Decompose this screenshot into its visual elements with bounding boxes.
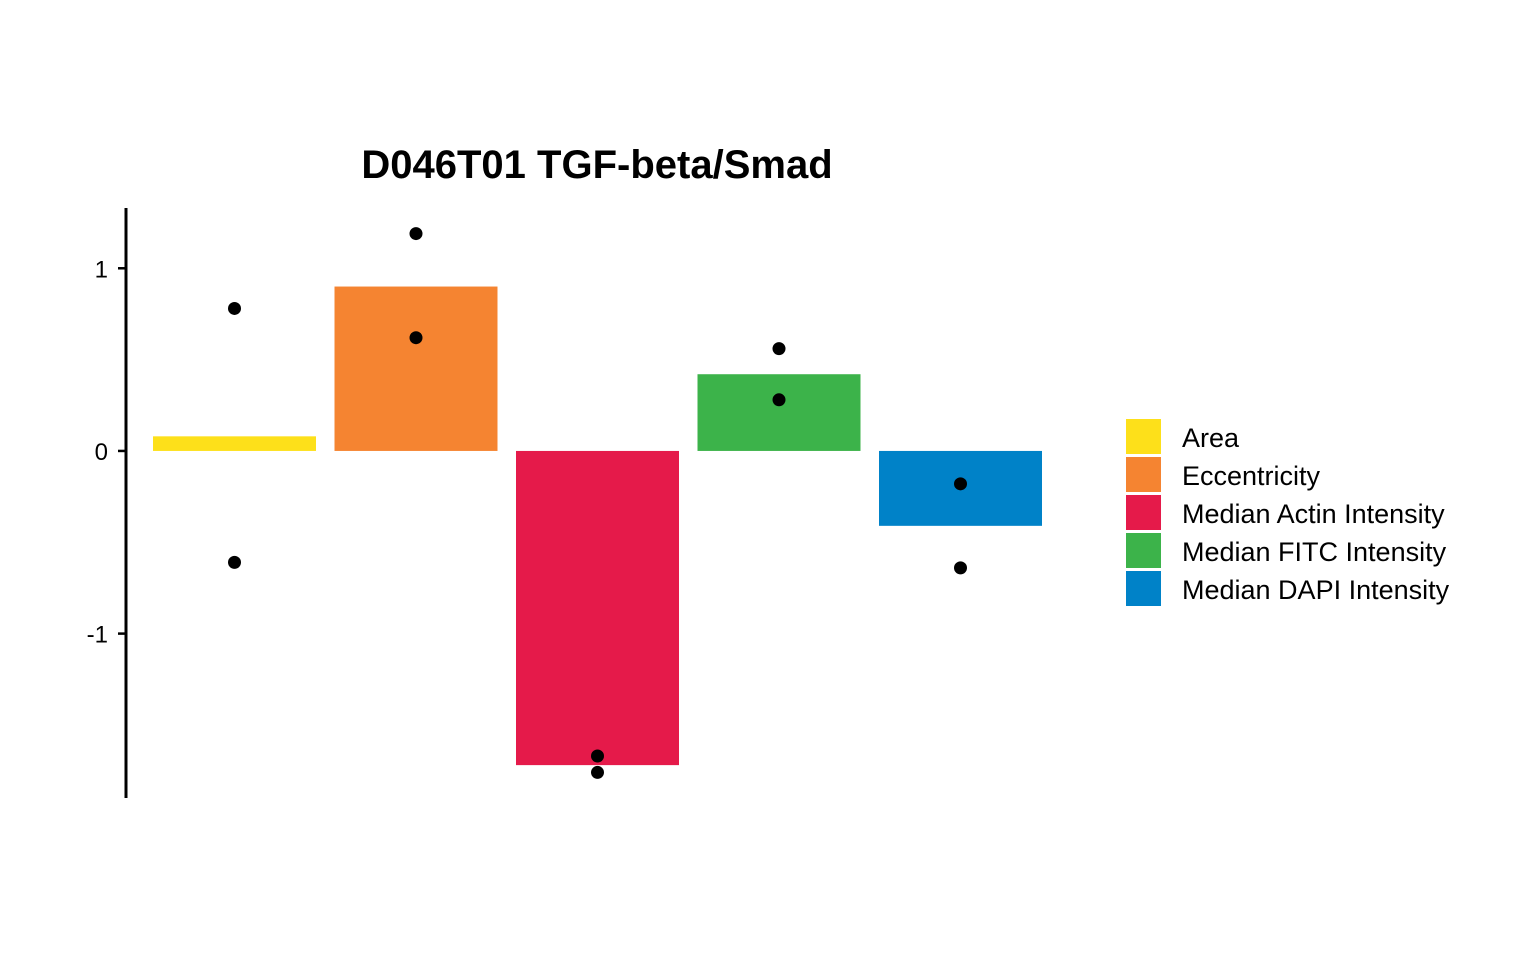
legend-label-2: Eccentricity	[1182, 461, 1321, 491]
bar-1	[153, 436, 316, 451]
point-1-2	[228, 555, 241, 569]
y-tick-label: 0	[95, 439, 108, 466]
point-4-2	[772, 393, 786, 407]
legend-label-3: Median Actin Intensity	[1182, 499, 1445, 529]
legend-swatch-2	[1126, 457, 1161, 492]
legend-label-5: Median DAPI Intensity	[1182, 575, 1450, 605]
bar-3	[516, 450, 679, 766]
point-5-1	[954, 477, 967, 491]
legend-swatch-1	[1126, 419, 1161, 454]
legend-swatch-4	[1126, 533, 1161, 568]
legend-swatch-3	[1126, 495, 1161, 530]
point-5-2	[954, 561, 967, 575]
legend-label-1: Area	[1182, 423, 1240, 453]
point-3-1	[591, 749, 604, 763]
point-4-1	[772, 342, 786, 356]
legend-label-4: Median FITC Intensity	[1182, 537, 1447, 567]
point-2-2	[409, 331, 423, 345]
plot-area	[153, 227, 1042, 779]
point-1-1	[228, 301, 241, 315]
legend: Area Eccentricity Median Actin Intensity Me…	[1126, 419, 1450, 606]
bar-2	[334, 286, 498, 451]
legend-swatch-5	[1126, 571, 1161, 606]
bar-4	[697, 374, 861, 451]
point-2-1	[409, 227, 423, 241]
point-3-2	[591, 765, 604, 779]
y-tick-label: 1	[95, 256, 108, 283]
chart-title: D046T01 TGF-beta/Smad	[361, 143, 832, 187]
y-tick-label: -1	[87, 622, 108, 649]
y-axis: 1 0 -1	[87, 256, 126, 649]
